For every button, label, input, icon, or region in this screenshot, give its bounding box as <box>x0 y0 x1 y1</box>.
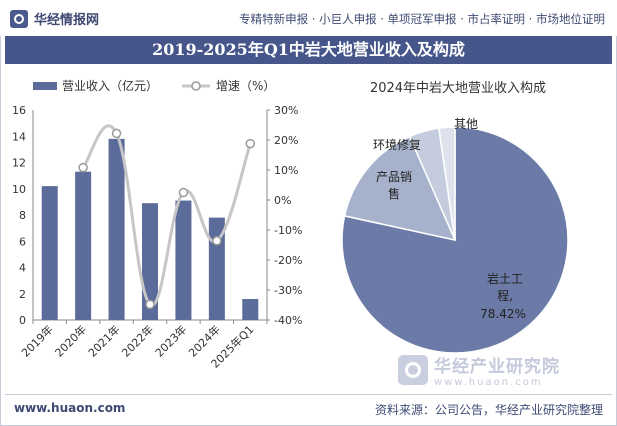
bar-revenue <box>75 171 92 320</box>
y-right-tick-label: -20% <box>274 254 302 267</box>
y-right-tick-label: -30% <box>274 284 302 297</box>
growth-point <box>145 299 155 310</box>
y-left-tick-label: 16 <box>12 104 26 117</box>
pie-label-other: 其他 <box>454 117 478 131</box>
growth-point <box>78 162 88 173</box>
growth-point <box>212 236 222 246</box>
y-left-tick-label: 6 <box>19 235 26 248</box>
y-right-tick-label: -10% <box>274 224 302 237</box>
pie-title: 2024年中岩大地营业收入构成 <box>370 81 546 96</box>
bar-revenue <box>108 138 125 320</box>
header-tagline: 专精特新申报 · 小巨人申报 · 单项冠军申报 · 市占率证明 · 市场地位证明 <box>239 12 605 26</box>
watermark-logo-icon <box>398 355 428 385</box>
watermark-url: www.huaon.com <box>434 377 543 388</box>
y-left-tick-label: 0 <box>19 314 26 327</box>
footer-source: 资料来源：公司公告，华经产业研究院整理 <box>374 403 603 417</box>
bar-revenue <box>41 186 58 320</box>
y-left-tick-label: 14 <box>12 130 26 143</box>
header-bar: 华经情报网 专精特新申报 · 小巨人申报 · 单项冠军申报 · 市占率证明 · … <box>0 0 617 36</box>
legend-marker-growth <box>191 81 201 91</box>
y-right-tick-label: 0% <box>274 194 291 207</box>
x-tick-label: 2019年 <box>18 322 55 359</box>
x-tick-label: 2022年 <box>119 322 156 359</box>
bar-revenue <box>242 299 259 320</box>
chart-title: 2019-2025年Q1中岩大地营业收入及构成 <box>152 40 465 59</box>
pie-value-geotech: 78.42% <box>480 307 526 321</box>
brand-name: 华经情报网 <box>34 13 100 28</box>
footer-divider <box>5 394 612 395</box>
y-left-tick-label: 10 <box>12 183 26 196</box>
pie-label-geotech-cont: 程, <box>497 288 513 303</box>
pie-label-product-cont: 售 <box>388 186 400 201</box>
legend-label-growth: 增速（%） <box>216 79 275 93</box>
brand-logo: 华经情报网 <box>10 9 99 28</box>
y-left-tick-label: 8 <box>19 209 26 222</box>
growth-line <box>81 124 252 307</box>
y-left-tick-label: 12 <box>12 157 26 170</box>
x-tick-label: 2020年 <box>52 322 89 359</box>
watermark-name: 华经产业研究院 <box>434 357 560 377</box>
legend-swatch-revenue <box>33 82 57 90</box>
legend-label-revenue: 营业收入（亿元） <box>62 78 158 93</box>
pie-label-product: 产品销 <box>376 170 412 184</box>
y-right-tick-label: -40% <box>274 314 302 327</box>
footer-website: www.huaon.com <box>14 401 126 415</box>
pie-label-env: 环境修复 <box>373 137 421 152</box>
growth-point <box>111 128 122 139</box>
title-bar: 2019-2025年Q1中岩大地营业收入及构成 <box>5 36 612 64</box>
x-tick-label: 2023年 <box>152 322 189 359</box>
y-left-tick-label: 4 <box>19 262 26 275</box>
x-tick-label: 2021年 <box>85 322 122 359</box>
bar-revenue <box>142 203 158 320</box>
growth-point <box>245 138 256 149</box>
growth-point <box>178 187 189 198</box>
pie-slice-product <box>343 135 457 242</box>
bar-revenue <box>175 200 192 320</box>
y-right-tick-label: 30% <box>274 104 298 117</box>
brand-watermark: 华经产业研究院 www.huaon.com <box>398 352 560 388</box>
brand-logo-icon <box>10 9 28 28</box>
y-right-tick-label: 10% <box>274 164 298 177</box>
pie-label-geotech: 岩土工 <box>487 271 523 286</box>
pie-slice-other <box>438 126 456 241</box>
y-left-tick-label: 2 <box>19 288 26 301</box>
y-right-tick-label: 20% <box>274 134 298 147</box>
